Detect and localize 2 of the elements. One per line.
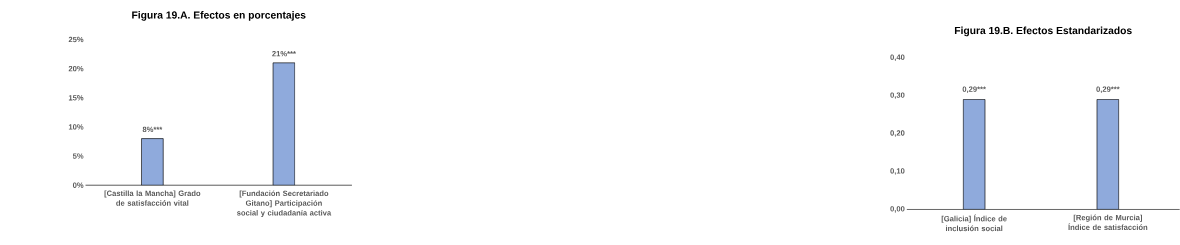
chart-title: Figura 19.A. Efectos en porcentajes [132, 11, 306, 21]
chart-title: Figura 19.B. Efectos Estandarizados [954, 26, 1132, 37]
